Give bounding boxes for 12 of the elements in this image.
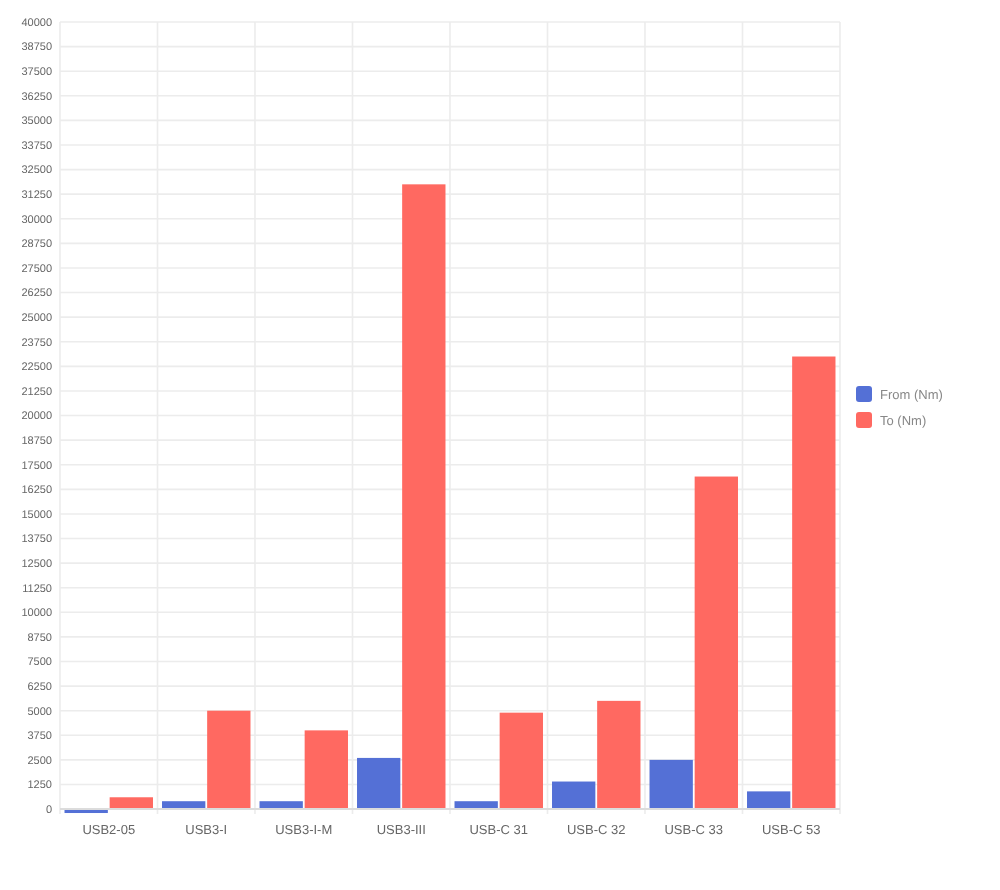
bar <box>207 710 251 810</box>
bar <box>304 730 348 810</box>
bar <box>357 757 401 810</box>
bar <box>499 712 543 810</box>
bar <box>792 356 836 810</box>
bar <box>694 476 738 810</box>
bar <box>402 184 446 810</box>
bar <box>747 791 791 810</box>
bar <box>552 781 596 810</box>
bar <box>649 759 693 810</box>
bar <box>109 797 153 810</box>
bar <box>597 700 641 810</box>
